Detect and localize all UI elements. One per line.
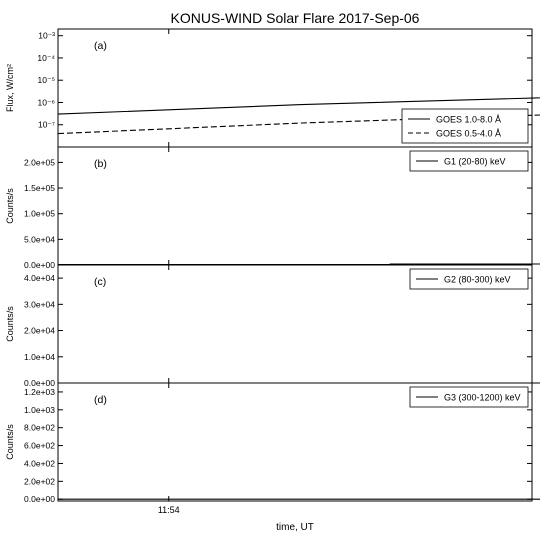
y-tick-label: 6.0e+02	[24, 441, 55, 451]
y-tick-label: 1.0e+05	[24, 209, 55, 219]
y-tick-label: 3.0e+04	[24, 299, 55, 309]
panel-label: (a)	[94, 40, 107, 52]
legend-label: G3 (300-1200) keV	[444, 393, 521, 403]
y-axis-label: Counts/s	[5, 188, 15, 224]
series-line	[57, 97, 540, 115]
legend-box	[409, 386, 529, 408]
panel-4: 0.0e+00 2.0e+02 4.0e+02 6.0e+02 8.0e+02 1.0e+…	[5, 382, 540, 515]
panel-label: (b)	[94, 158, 107, 170]
y-tick-label: 0.0e+00	[24, 378, 55, 388]
y-tick-label: 2.0e+02	[24, 476, 55, 486]
y-tick-label: 1.5e+05	[24, 183, 55, 193]
legend: G1 (20-80) keV	[409, 150, 529, 172]
legend-box	[401, 108, 529, 144]
panel-label: (d)	[94, 394, 107, 406]
series-line	[58, 498, 540, 500]
series-line	[58, 382, 540, 384]
x-tick-label: 11:54	[158, 505, 180, 515]
y-tick-label: 10⁻³	[38, 31, 55, 41]
y-tick-label: 10⁻⁵	[38, 75, 55, 85]
legend-box	[409, 150, 529, 172]
legend-box	[409, 268, 529, 290]
y-axis-label: Counts/s	[5, 424, 15, 460]
y-tick-label: 1.0e+04	[24, 352, 55, 362]
y-tick-label: 5.0e+04	[24, 234, 55, 244]
y-tick-label: 10⁻⁶	[38, 97, 55, 107]
legend: G2 (80-300) keV	[409, 268, 529, 290]
legend-label: G1 (20-80) keV	[444, 157, 506, 167]
panel-3: 0.0e+00 1.0e+04 2.0e+04 3.0e+04 4.0e+04 (c) Co…	[5, 264, 540, 388]
y-tick-label: 1.0e+03	[24, 405, 55, 415]
series-line	[58, 263, 540, 266]
legend-label: GOES 0.5-4.0 Å	[436, 129, 501, 139]
y-tick-label: 10⁻⁴	[37, 53, 55, 63]
y-tick-label: 4.0e+02	[24, 458, 55, 468]
y-tick-label: 2.0e+04	[24, 326, 55, 336]
legend-label: G2 (80-300) keV	[444, 275, 511, 285]
y-axis-label: Counts/s	[5, 306, 15, 342]
y-tick-label: 2.0e+05	[24, 157, 55, 167]
panels: 10⁻⁷ 10⁻⁶ 10⁻⁵ 10⁻⁴ 10⁻³ (a) Flux, W/cm² GOES 1…	[5, 28, 540, 515]
panel-label: (c)	[94, 276, 106, 288]
axes-frame	[57, 382, 533, 502]
y-axis-label: Flux, W/cm²	[5, 64, 15, 112]
legend: GOES 1.0-8.0 Å GOES 0.5-4.0 Å	[401, 108, 529, 144]
y-tick-label: 8.0e+02	[24, 423, 55, 433]
legend: G3 (300-1200) keV	[409, 386, 529, 408]
legend-label: GOES 1.0-8.0 Å	[436, 115, 501, 125]
y-tick-label: 10⁻⁷	[38, 120, 55, 130]
y-tick-label: 4.0e+04	[24, 273, 55, 283]
y-tick-label: 0.0e+00	[24, 260, 55, 270]
panel-1: 10⁻⁷ 10⁻⁶ 10⁻⁵ 10⁻⁴ 10⁻³ (a) Flux, W/cm² GOES 1…	[5, 28, 540, 148]
panel-2: 0.0e+00 5.0e+04 1.0e+05 1.5e+05 2.0e+05 (b) Co…	[5, 146, 540, 270]
chart-title: KONUS-WIND Solar Flare 2017-Sep-06	[171, 10, 420, 26]
x-axis-label: time, UT	[276, 522, 314, 533]
y-tick-label: 0.0e+00	[24, 494, 55, 504]
y-tick-label: 1.2e+03	[24, 387, 55, 397]
